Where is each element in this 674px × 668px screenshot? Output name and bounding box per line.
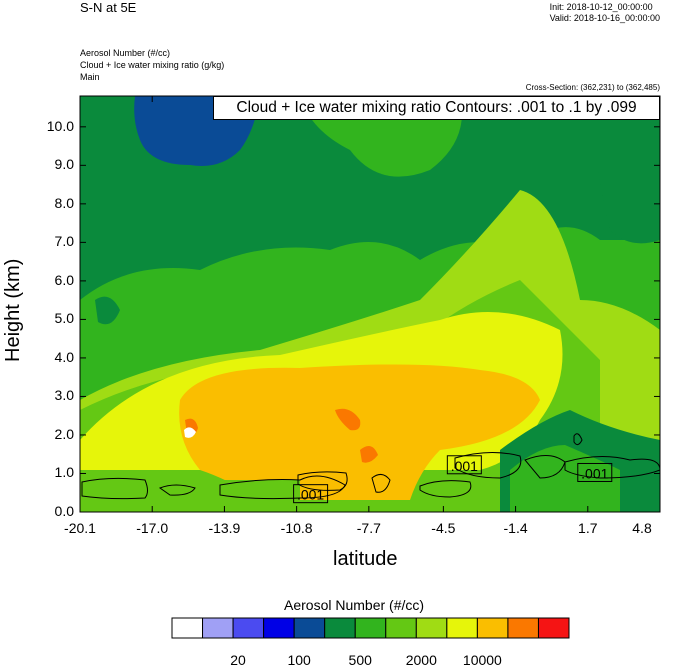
x-tick-label: -4.5 — [431, 520, 456, 536]
y-tick-label: 0.0 — [54, 503, 74, 519]
y-tick-label: 4.0 — [54, 348, 74, 365]
contour-line-7 — [454, 451, 522, 479]
field-label-main: Main — [80, 72, 100, 82]
colorbar-swatch — [171, 617, 204, 639]
colorbar-swatch — [202, 617, 234, 639]
plot-title: S-N at 5E — [80, 0, 137, 15]
init-valid-times: Init: 2018-10-12_00:00:00 Valid: 2018-10… — [550, 2, 660, 24]
colorbar-label: 10000 — [462, 652, 502, 668]
y-tick-label: 7.0 — [54, 233, 74, 250]
contour-label: .001 — [297, 487, 324, 503]
colorbar-swatch — [324, 617, 356, 639]
colorbar-swatch — [446, 617, 478, 639]
y-tick-label: 3.0 — [54, 387, 74, 404]
y-axis-label: Height (km) — [2, 258, 24, 362]
y-tick-label: 10.0 — [46, 117, 74, 134]
init-time: Init: 2018-10-12_00:00:00 — [549, 2, 653, 12]
field-red-patch-2 — [360, 446, 378, 463]
contour-label: .001 — [581, 465, 608, 481]
x-tick-label: -20.1 — [64, 520, 96, 536]
cloud-contours — [81, 433, 660, 500]
colorbar-label: 500 — [348, 652, 372, 668]
field-label-aerosol: Aerosol Number (#/cc) — [80, 48, 171, 58]
field-dark-green-blob — [95, 296, 120, 325]
aerosol-field — [80, 96, 660, 512]
x-axis-label: latitude — [333, 548, 398, 570]
contour-line-3 — [219, 475, 346, 500]
contour-label-box — [577, 462, 613, 482]
y-tick-label: 6.0 — [54, 271, 74, 288]
field-right-edge — [590, 96, 660, 244]
field-white-patch — [184, 427, 196, 438]
field-green-surface-left — [80, 480, 300, 512]
colorbar-swatch — [293, 617, 326, 639]
colorbar-swatch — [354, 617, 387, 639]
contour-info-box: Cloud + Ice water mixing ratio Contours:… — [213, 96, 660, 120]
contour-info-text: Cloud + Ice water mixing ratio Contours:… — [236, 99, 637, 116]
field-label-cloud: Cloud + Ice water mixing ratio (g/kg) — [80, 60, 225, 70]
colorbar-swatch — [415, 617, 448, 639]
x-tick-label: 1.7 — [578, 520, 598, 536]
x-tick-label: 4.8 — [632, 520, 652, 536]
valid-time: Valid: 2018-10-16_00:00:00 — [549, 13, 660, 23]
x-tick-label: -7.7 — [356, 520, 381, 536]
contour-line-6 — [419, 480, 472, 498]
colorbar-swatch — [263, 617, 295, 639]
contour-labels: .001 .001 .001 — [293, 455, 613, 504]
contour-line-2 — [158, 484, 196, 496]
colorbar-label: 100 — [287, 652, 311, 668]
x-tick-label: -13.9 — [208, 520, 241, 536]
x-tick-label: -10.8 — [280, 520, 313, 536]
contour-label-box — [446, 455, 482, 475]
x-tick-label: -17.0 — [136, 520, 169, 536]
contour-line-10 — [573, 433, 583, 446]
cross-section-label: Cross-Section: (362,231) to (362,485) — [525, 83, 660, 92]
contour-line-9 — [564, 455, 660, 479]
field-lowlevel-right-2 — [510, 445, 620, 512]
colorbar-label: 20 — [230, 652, 246, 668]
colorbar-swatch — [232, 617, 265, 639]
contour-label: .001 — [451, 458, 478, 474]
field-red-patch-1 — [335, 408, 361, 431]
colorbar-title: Aerosol Number (#/cc) — [284, 597, 425, 613]
field-orange-core — [179, 364, 540, 500]
y-tick-label: 5.0 — [54, 310, 74, 327]
contour-label-box — [293, 484, 329, 504]
colorbar-swatch — [476, 617, 509, 639]
y-tick-label: 2.0 — [54, 425, 74, 442]
y-tick-label: 9.0 — [54, 156, 74, 173]
colorbar-swatch — [537, 617, 570, 639]
colorbar — [171, 617, 570, 639]
colorbar-swatch — [385, 617, 417, 639]
contour-line-5 — [371, 474, 391, 493]
y-tick-label: 1.0 — [54, 464, 74, 481]
x-tick-label: -1.4 — [503, 520, 528, 536]
y-tick-label: 8.0 — [54, 194, 74, 211]
contour-line-4 — [297, 471, 348, 491]
contour-line-1 — [81, 477, 148, 500]
colorbar-label: 2000 — [405, 652, 437, 668]
colorbar-swatch — [507, 617, 539, 639]
